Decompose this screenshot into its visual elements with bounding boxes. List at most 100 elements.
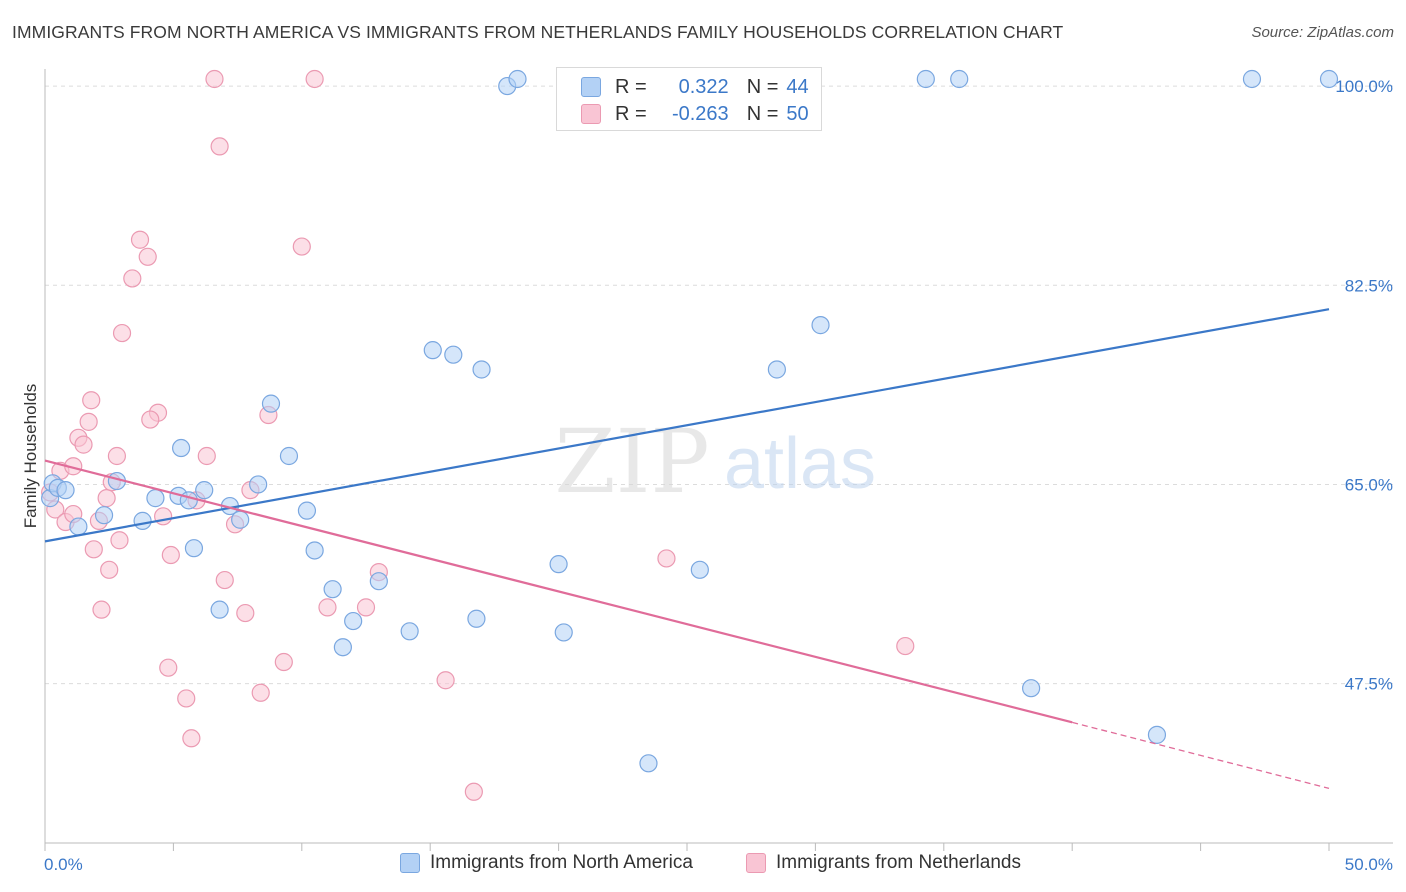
point-north-america [179, 491, 198, 510]
point-north-america [146, 489, 165, 508]
chart-title: IMMIGRANTS FROM NORTH AMERICA VS IMMIGRA… [12, 22, 1064, 42]
tick-labels: 47.5% 65.0% 82.5% 100.0% 0.0% 50.0% [44, 77, 1393, 874]
legend-label-netherlands: Immigrants from Netherlands [776, 852, 1021, 873]
series-legend: Immigrants from North America Immigrants… [0, 852, 1406, 878]
point-netherlands [74, 435, 93, 454]
point-north-america [369, 572, 388, 591]
point-netherlands [100, 560, 119, 579]
point-north-america [811, 316, 830, 335]
n-value-series2: 50 [786, 102, 809, 125]
point-north-america [549, 555, 568, 574]
point-netherlands [141, 410, 160, 429]
point-north-america [94, 506, 114, 525]
point-north-america [261, 394, 281, 413]
point-netherlands [112, 323, 132, 343]
y-axis-label: Family Households [21, 384, 40, 529]
point-netherlands [215, 570, 234, 590]
watermark-atlas: atlas [724, 424, 876, 504]
point-netherlands [896, 636, 915, 656]
axes [44, 69, 1393, 851]
x-tick-label: 50.0% [1345, 855, 1393, 874]
point-north-america [231, 510, 250, 529]
grid-lines [45, 85, 1393, 685]
point-netherlands [305, 69, 324, 89]
y-tick-label: 100.0% [1335, 77, 1393, 96]
source-label: Source: ZipAtlas.com [1251, 24, 1394, 41]
point-netherlands [110, 531, 129, 550]
point-north-america [184, 539, 204, 558]
point-netherlands [292, 237, 311, 256]
blue-swatch-icon [581, 77, 601, 97]
point-netherlands [236, 603, 255, 623]
point-north-america [344, 611, 363, 631]
stats-legend: R = 0.322 N = 44 R = -0.263 N = 50 [556, 67, 822, 131]
point-north-america [423, 341, 442, 360]
legend-item-netherlands: Immigrants from Netherlands [746, 852, 1021, 874]
point-netherlands [251, 683, 270, 702]
point-netherlands [138, 247, 157, 266]
point-north-america [1319, 69, 1339, 89]
point-north-america [690, 560, 709, 579]
point-north-america [279, 446, 299, 466]
point-netherlands [154, 507, 173, 526]
r-value-series1: 0.322 [678, 75, 729, 98]
point-netherlands [82, 391, 101, 410]
point-netherlands [159, 658, 178, 677]
trend-line-north-america [44, 308, 1330, 543]
point-north-america [249, 475, 268, 494]
n-label: N = [746, 75, 779, 98]
point-netherlands [92, 600, 111, 619]
point-netherlands [436, 671, 455, 690]
point-north-america [950, 69, 969, 89]
point-north-america [133, 511, 152, 530]
point-north-america [69, 517, 88, 536]
point-netherlands [274, 652, 293, 672]
point-netherlands [318, 598, 337, 617]
point-north-america [195, 481, 214, 500]
point-north-america [444, 345, 463, 364]
point-netherlands [205, 69, 224, 89]
trend-line-netherlands [44, 459, 1073, 724]
pink-swatch-icon [581, 104, 601, 124]
legend-label-north-america: Immigrants from North America [430, 852, 693, 873]
data-points [41, 69, 1339, 801]
point-north-america [916, 69, 935, 89]
point-netherlands [97, 489, 116, 508]
point-netherlands [177, 689, 196, 708]
point-north-america [554, 623, 573, 642]
trend-lines [44, 308, 1330, 789]
n-label: N = [746, 102, 779, 125]
trend-line-netherlands-extension [1072, 721, 1330, 789]
point-north-america [639, 754, 658, 773]
point-north-america [1147, 725, 1167, 744]
point-north-america [56, 481, 75, 500]
point-north-america [210, 600, 229, 619]
r-value-series2: -0.263 [671, 102, 729, 125]
point-netherlands [84, 540, 103, 559]
pink-swatch-icon [746, 853, 766, 873]
point-netherlands [79, 412, 98, 431]
point-netherlands [182, 729, 201, 748]
point-north-america [172, 438, 191, 458]
r-label: R = [615, 102, 647, 125]
point-north-america [472, 360, 491, 379]
legend-item-north-america: Immigrants from North America [400, 852, 693, 874]
point-north-america [400, 622, 419, 641]
x-tick-label: 0.0% [44, 855, 83, 874]
watermark: ZIP atlas [554, 410, 876, 513]
y-tick-label: 82.5% [1345, 276, 1393, 295]
point-netherlands [130, 230, 150, 249]
legend-row-netherlands: R = -0.263 N = 50 [581, 101, 809, 127]
point-north-america [1242, 69, 1262, 89]
point-north-america [323, 580, 342, 599]
point-north-america [467, 609, 486, 628]
point-netherlands [356, 598, 376, 617]
watermark-zip: ZIP [554, 410, 709, 513]
point-netherlands [464, 782, 483, 801]
point-north-america [767, 360, 786, 379]
y-tick-label: 47.5% [1345, 675, 1393, 694]
point-netherlands [197, 446, 216, 466]
point-netherlands [657, 549, 676, 568]
point-north-america [333, 638, 352, 657]
